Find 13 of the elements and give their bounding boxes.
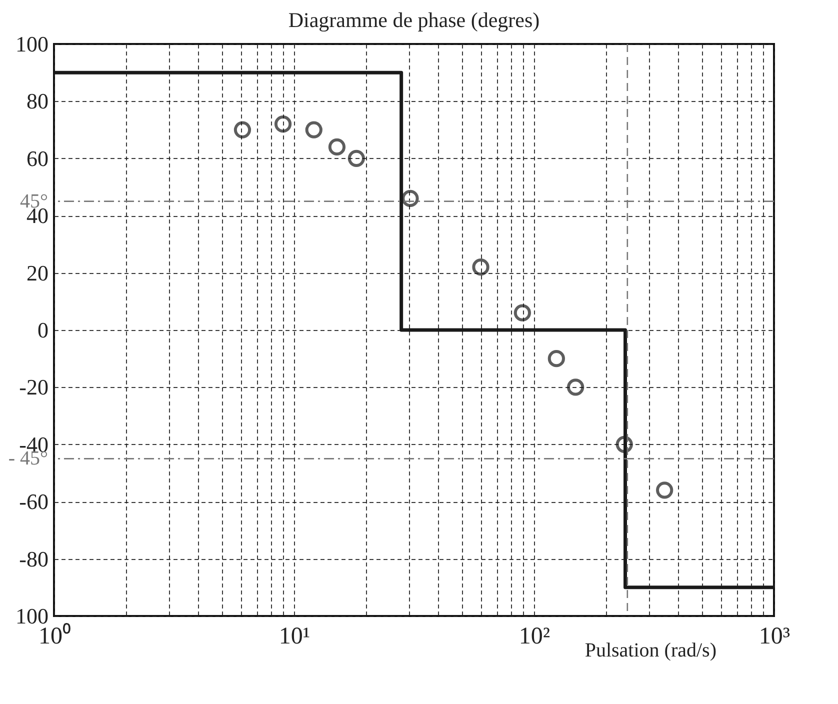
y-tick-label: -20 [19,374,48,400]
x-tick-label: 10¹ [278,624,310,650]
x-tick-label: 10³ [758,624,790,650]
y-tick-label: 0 [38,318,48,342]
x-tick-label: 10² [518,624,550,650]
y-tick-label: 60 [26,146,48,171]
y-tick-label: 80 [26,88,48,114]
y-tick-label: 20 [26,260,48,286]
x-axis-title: Pulsation (rad/s) [584,640,716,662]
y-tick-label: 100 [16,32,48,56]
y-tick-label: -60 [19,489,48,514]
y-tick-label: -80 [19,546,48,572]
chart-title: Diagramme de phase (degres) [288,8,540,32]
